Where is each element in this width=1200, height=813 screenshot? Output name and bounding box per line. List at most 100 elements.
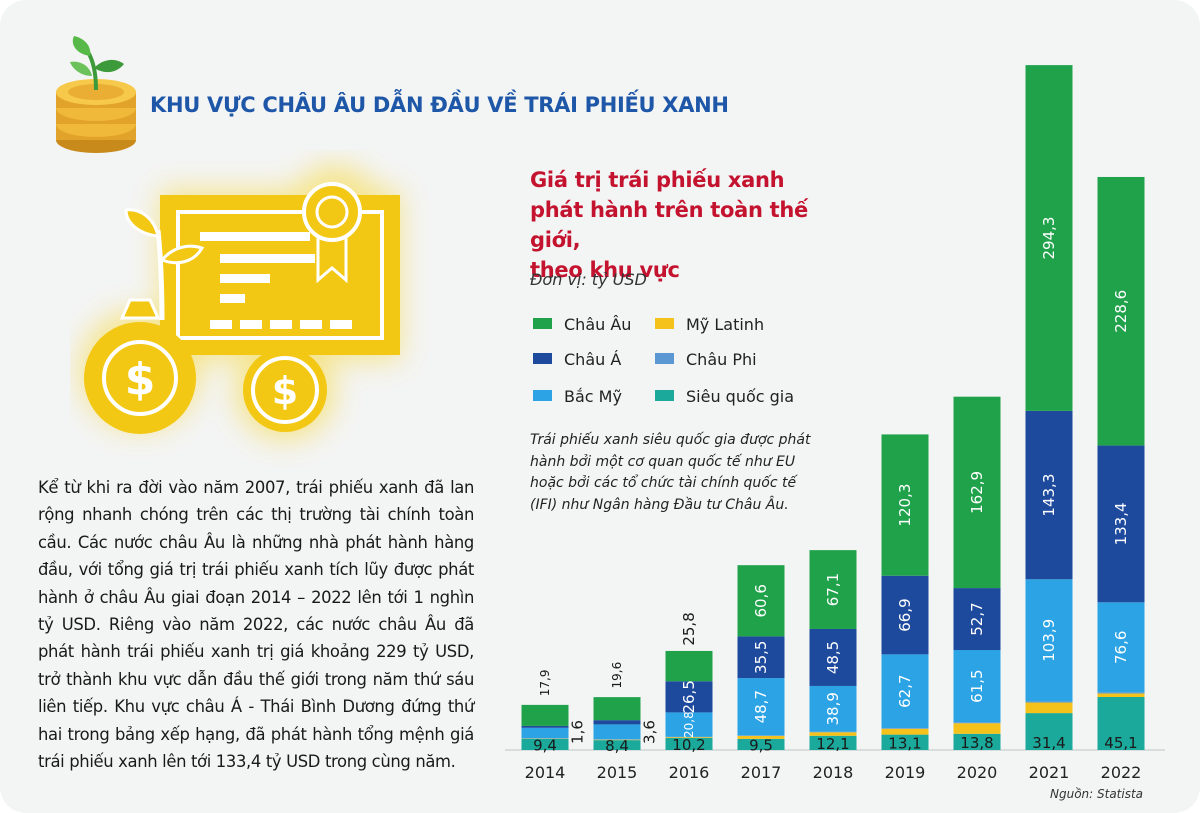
bar-segment [521,727,569,739]
bar-segment [737,735,785,739]
bar-segment [737,735,785,736]
bar-segment [665,738,713,750]
data-label: 12,1 [816,735,849,753]
x-tick-label: 2015 [597,763,638,782]
bar-segment [737,738,785,750]
data-label: 35,5 [752,641,770,674]
bar-segment [1025,410,1073,580]
bar-segment [521,704,569,726]
legend-item-bac-my: Bắc Mỹ [533,387,622,407]
legend-label: Mỹ Latinh [686,315,765,334]
bar-segment [1097,445,1145,603]
legend-swatch [655,353,674,364]
bar-segment [665,681,713,713]
data-label: 52,7 [968,602,986,635]
data-label: 20,8 [682,711,696,738]
data-label: 19,6 [610,662,624,689]
chart-title-line: theo khu vực [530,258,680,282]
bar-segment [593,720,641,725]
data-label: 38,9 [824,692,842,725]
dollar-coin-icon: $ [243,348,327,432]
data-label: 62,7 [896,674,914,707]
chart-note: Trái phiếu xanh siêu quốc gia được phát … [530,432,811,513]
data-label: 13,1 [888,734,921,752]
bar-segment [881,728,929,735]
bar-segment [881,434,929,576]
data-label: 9,4 [533,736,557,754]
bar-segment [665,650,713,682]
bar-segment [809,685,857,732]
bar-segment [593,724,641,740]
chart-title: Giá trị trái phiếu xanh phát hành trên t… [530,165,850,285]
bar-segment [665,737,713,739]
bar-segment [737,636,785,679]
data-label: 17,9 [538,670,552,697]
legend-item-chau-a: Châu Á [533,350,621,370]
bar-segment [809,731,857,733]
bar-segment [809,732,857,736]
bar-segment [953,396,1001,589]
bar-segment [521,738,569,750]
chart-title-line: phát hành trên toàn thế giới, [530,198,808,252]
data-label: 133,4 [1112,502,1130,545]
bar-segment [953,650,1001,723]
chart-title-line: Giá trị trái phiếu xanh [530,168,785,192]
bar-segment [881,734,929,750]
data-label: 60,6 [752,584,770,617]
x-tick-label: 2017 [741,763,782,782]
data-label: 9,5 [749,736,773,754]
outside-data-label: 3,6 [641,720,659,744]
legend-label: Châu Á [564,350,622,369]
x-tick-label: 2021 [1029,763,1070,782]
bar-segment [1025,65,1073,411]
bar-segment [1025,579,1073,702]
money-bag-icon: $ [84,298,196,434]
bar-segment [1097,602,1145,693]
bar-segment [1097,692,1145,694]
legend-swatch [655,390,674,401]
x-tick-label: 2022 [1101,763,1142,782]
chart-unit: Đơn vị: tỷ USD [530,270,647,289]
x-tick-label: 2014 [525,763,566,782]
page-title: KHU VỰC CHÂU ÂU DẪN ĐẦU VỀ TRÁI PHIẾU XA… [150,93,729,117]
legend-label: Châu Phi [686,350,757,369]
data-label: 228,6 [1112,290,1130,333]
data-label: 103,9 [1040,619,1058,662]
data-label: 294,3 [1040,217,1058,260]
data-label: 67,1 [824,573,842,606]
bar-segment [953,588,1001,651]
x-tick-label: 2016 [669,763,710,782]
bar-segment [809,550,857,629]
bar-segment [1097,693,1145,698]
data-label: 76,6 [1112,631,1130,664]
body-paragraph: Kể từ khi ra đời vào năm 2007, trái phiế… [38,478,474,772]
legend-swatch [533,353,552,364]
svg-text:$: $ [125,354,156,405]
svg-text:$: $ [272,369,298,413]
legend-item-chau-au: Châu Âu [533,315,631,335]
bar-segment [809,735,857,750]
data-label: 48,5 [824,641,842,674]
legend-swatch [533,390,552,401]
data-label: 31,4 [1032,734,1065,752]
data-label: 8,4 [605,737,629,755]
data-label: 120,3 [896,484,914,527]
data-label: 48,7 [752,690,770,723]
bar-segment [593,740,641,750]
bar-segment [1025,701,1073,703]
x-tick-label: 2018 [813,763,854,782]
bar-segment [593,697,641,721]
bar-segment [953,722,1001,724]
bar-segment [1097,697,1145,750]
data-label: 61,5 [968,669,986,702]
bar-segment [665,712,713,737]
green-bond-certificate-icon: $ $ [80,165,400,440]
bar-segment [1025,702,1073,714]
bar-segment [881,728,929,729]
data-label: 162,9 [968,471,986,514]
legend-label: Siêu quốc gia [686,387,795,406]
bar-segment [953,733,1001,750]
legend-label: Châu Âu [564,315,632,334]
legend-swatch [533,318,552,329]
